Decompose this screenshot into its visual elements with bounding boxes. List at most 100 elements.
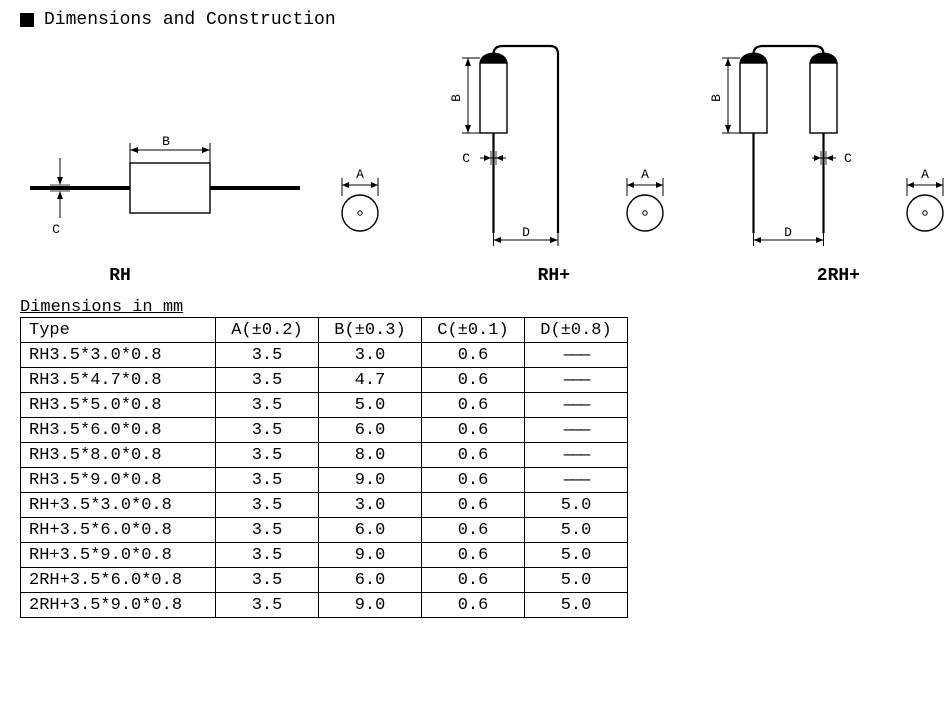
diagram-rh-side: B C — [20, 68, 310, 248]
cell-d: ——— — [525, 393, 628, 418]
cell-c: 0.6 — [422, 518, 525, 543]
figure-label-rhp: RH+ — [220, 266, 610, 286]
cell-a: 3.5 — [216, 568, 319, 593]
cell-b: 4.7 — [319, 368, 422, 393]
cell-c: 0.6 — [422, 343, 525, 368]
cell-a: 3.5 — [216, 518, 319, 543]
cell-type: RH3.5*9.0*0.8 — [21, 468, 216, 493]
cell-type: RH+3.5*9.0*0.8 — [21, 543, 216, 568]
cell-d: ——— — [525, 368, 628, 393]
cell-c: 0.6 — [422, 368, 525, 393]
diagram-rh-end: A — [320, 158, 400, 248]
cell-type: RH3.5*5.0*0.8 — [21, 393, 216, 418]
cell-d: 5.0 — [525, 568, 628, 593]
cell-d: ——— — [525, 443, 628, 468]
cell-b: 3.0 — [319, 343, 422, 368]
table-row: 2RH+3.5*9.0*0.83.59.00.65.0 — [21, 593, 628, 618]
table-caption: Dimensions in mm — [20, 298, 926, 317]
dim-label-b: B — [162, 134, 170, 149]
cell-type: RH+3.5*3.0*0.8 — [21, 493, 216, 518]
cell-c: 0.6 — [422, 393, 525, 418]
cell-d: 5.0 — [525, 543, 628, 568]
cell-d: ——— — [525, 468, 628, 493]
cell-c: 0.6 — [422, 443, 525, 468]
cell-b: 9.0 — [319, 543, 422, 568]
cell-type: RH+3.5*6.0*0.8 — [21, 518, 216, 543]
cell-d: ——— — [525, 343, 628, 368]
cell-b: 9.0 — [319, 593, 422, 618]
cell-a: 3.5 — [216, 493, 319, 518]
cell-c: 0.6 — [422, 593, 525, 618]
table-row: RH3.5*5.0*0.83.55.00.6——— — [21, 393, 628, 418]
dim-label-c: C — [462, 151, 470, 166]
dim-label-c: C — [844, 151, 852, 166]
cell-c: 0.6 — [422, 568, 525, 593]
cell-b: 8.0 — [319, 443, 422, 468]
section-title: Dimensions and Construction — [20, 10, 926, 30]
cell-type: RH3.5*3.0*0.8 — [21, 343, 216, 368]
table-row: RH3.5*8.0*0.83.58.00.6——— — [21, 443, 628, 468]
cell-c: 0.6 — [422, 418, 525, 443]
dim-label-d: D — [784, 225, 792, 240]
cell-d: ——— — [525, 418, 628, 443]
col-d: D(±0.8) — [525, 318, 628, 343]
table-row: RH3.5*4.7*0.83.54.70.6——— — [21, 368, 628, 393]
table-header-row: Type A(±0.2) B(±0.3) C(±0.1) D(±0.8) — [21, 318, 628, 343]
cell-a: 3.5 — [216, 443, 319, 468]
cell-a: 3.5 — [216, 368, 319, 393]
col-a: A(±0.2) — [216, 318, 319, 343]
cell-type: RH3.5*8.0*0.8 — [21, 443, 216, 468]
table-body: RH3.5*3.0*0.83.53.00.6———RH3.5*4.7*0.83.… — [21, 343, 628, 618]
col-c: C(±0.1) — [422, 318, 525, 343]
col-type: Type — [21, 318, 216, 343]
section-title-text: Dimensions and Construction — [44, 10, 336, 30]
table-row: RH+3.5*6.0*0.83.56.00.65.0 — [21, 518, 628, 543]
diagram-rhp: B C D — [440, 38, 600, 248]
cell-d: 5.0 — [525, 518, 628, 543]
cell-a: 3.5 — [216, 593, 319, 618]
dim-label-c: C — [52, 222, 60, 237]
cell-a: 3.5 — [216, 343, 319, 368]
cell-b: 9.0 — [319, 468, 422, 493]
cell-a: 3.5 — [216, 418, 319, 443]
table-row: RH3.5*3.0*0.83.53.00.6——— — [21, 343, 628, 368]
dim-label-b: B — [710, 94, 724, 102]
cell-b: 6.0 — [319, 518, 422, 543]
cell-b: 3.0 — [319, 493, 422, 518]
cell-b: 6.0 — [319, 568, 422, 593]
col-b: B(±0.3) — [319, 318, 422, 343]
cell-c: 0.6 — [422, 493, 525, 518]
cell-type: RH3.5*4.7*0.8 — [21, 368, 216, 393]
table-row: RH3.5*9.0*0.83.59.00.6——— — [21, 468, 628, 493]
cell-d: 5.0 — [525, 493, 628, 518]
cell-a: 3.5 — [216, 543, 319, 568]
cell-type: RH3.5*6.0*0.8 — [21, 418, 216, 443]
square-bullet-icon — [20, 13, 34, 27]
diagram-rhp-end: A — [610, 158, 680, 248]
cell-type: 2RH+3.5*9.0*0.8 — [21, 593, 216, 618]
diagram-2rhp-end: A — [890, 158, 946, 248]
cell-c: 0.6 — [422, 468, 525, 493]
diagrams-row: B C A — [20, 38, 926, 248]
table-row: 2RH+3.5*6.0*0.83.56.00.65.0 — [21, 568, 628, 593]
figure-label-rh: RH — [20, 266, 220, 286]
dim-label-d: D — [522, 225, 530, 240]
diagram-2rhp: B C D — [710, 38, 880, 248]
dimensions-table: Type A(±0.2) B(±0.3) C(±0.1) D(±0.8) RH3… — [20, 317, 628, 618]
table-row: RH+3.5*9.0*0.83.59.00.65.0 — [21, 543, 628, 568]
cell-type: 2RH+3.5*6.0*0.8 — [21, 568, 216, 593]
cell-b: 5.0 — [319, 393, 422, 418]
dim-label-a: A — [641, 167, 649, 182]
figure-label-2rhp: 2RH+ — [610, 266, 890, 286]
dim-label-a: A — [921, 167, 929, 182]
dim-label-a: A — [356, 167, 364, 182]
table-row: RH+3.5*3.0*0.83.53.00.65.0 — [21, 493, 628, 518]
figure-labels-row: RH RH+ 2RH+ — [20, 266, 926, 286]
table-row: RH3.5*6.0*0.83.56.00.6——— — [21, 418, 628, 443]
cell-a: 3.5 — [216, 468, 319, 493]
dim-label-b: B — [449, 94, 464, 102]
cell-a: 3.5 — [216, 393, 319, 418]
cell-d: 5.0 — [525, 593, 628, 618]
cell-b: 6.0 — [319, 418, 422, 443]
cell-c: 0.6 — [422, 543, 525, 568]
